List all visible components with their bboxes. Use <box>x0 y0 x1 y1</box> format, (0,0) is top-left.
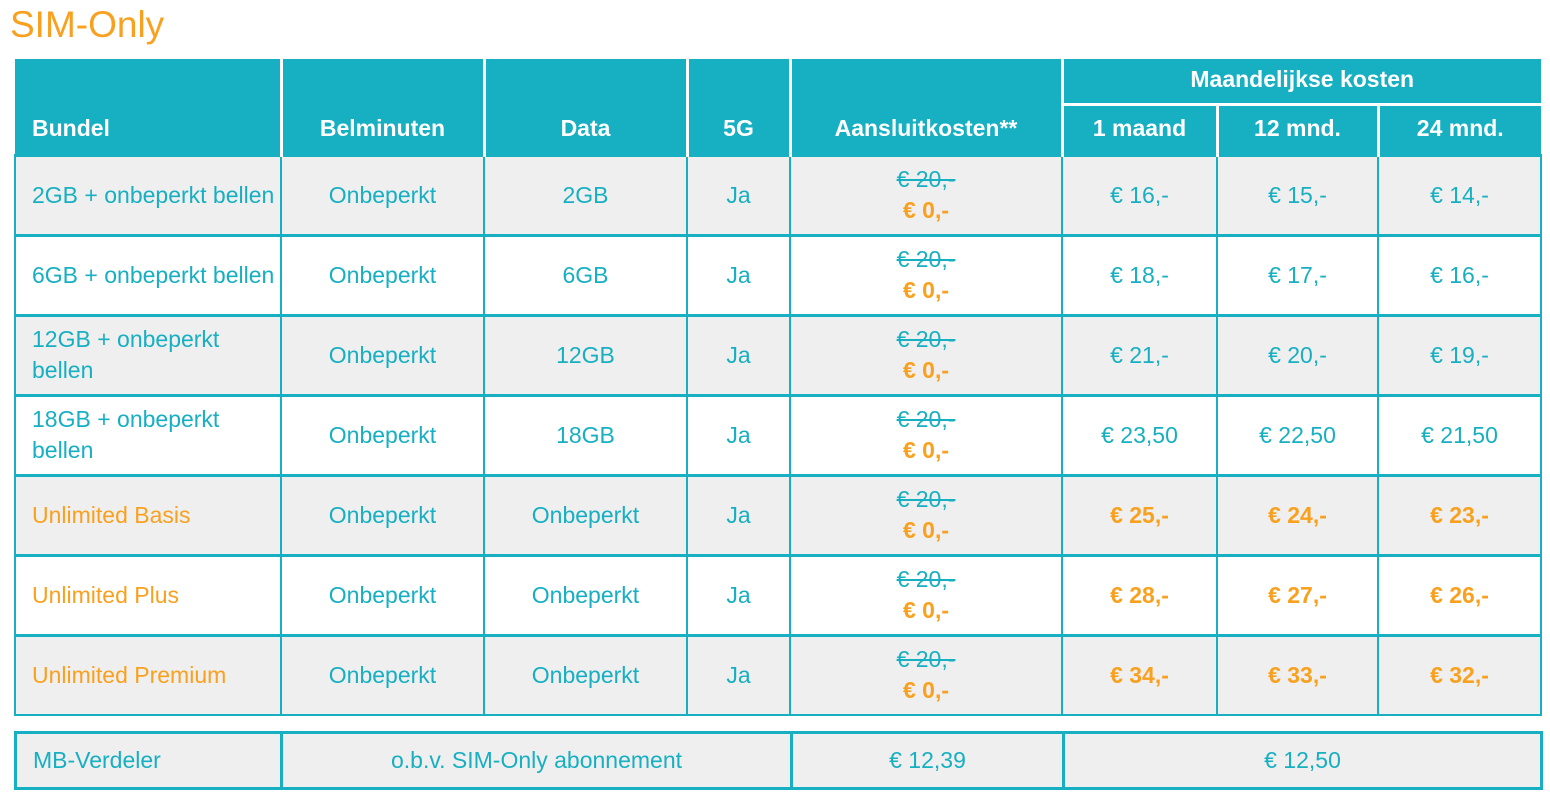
old-price: € 20,- <box>896 486 956 512</box>
cell-price-12-mnd: € 22,50 <box>1216 393 1379 476</box>
table-header: Bundel Belminuten Data 5G Aansluitkosten… <box>15 59 1541 155</box>
col-header-12-mnd: 12 mnd. <box>1217 104 1380 155</box>
table-row: 18GB + onbeperkt bellen Onbeperkt 18GB J… <box>14 393 1542 476</box>
cell-price-1-maand: € 23,50 <box>1061 393 1218 476</box>
table-row: 2GB + onbeperkt bellen Onbeperkt 2GB Ja … <box>14 153 1542 236</box>
cell-5g: Ja <box>686 313 791 396</box>
cell-bundel: Unlimited Premium <box>14 633 282 716</box>
cell-omschrijving: o.b.v. SIM-Only abonnement <box>280 731 793 790</box>
cell-bundel: 18GB + onbeperkt bellen <box>14 393 282 476</box>
cell-bundel: 6GB + onbeperkt bellen <box>14 233 282 316</box>
cell-price-24-mnd: € 26,- <box>1377 553 1542 636</box>
new-price: € 0,- <box>902 597 950 623</box>
cell-5g: Ja <box>686 233 791 316</box>
simonly-pricing-table: Bundel Belminuten Data 5G Aansluitkosten… <box>14 59 1542 716</box>
cell-price-24-mnd: € 23,- <box>1377 473 1542 556</box>
cell-5g: Ja <box>686 473 791 556</box>
old-price: € 20,- <box>896 566 956 592</box>
cell-data: 6GB <box>483 233 688 316</box>
cell-price-12-mnd: € 15,- <box>1216 153 1379 236</box>
cell-price-1-maand: € 28,- <box>1061 553 1218 636</box>
new-price: € 0,- <box>902 517 950 543</box>
cell-maandelijkse-kosten: € 12,50 <box>1062 731 1543 790</box>
cell-5g: Ja <box>686 393 791 476</box>
col-header-24-mnd: 24 mnd. <box>1378 104 1541 155</box>
cell-price-24-mnd: € 21,50 <box>1377 393 1542 476</box>
cell-data: 12GB <box>483 313 688 396</box>
cell-data: Onbeperkt <box>483 553 688 636</box>
table-row: Unlimited Premium Onbeperkt Onbeperkt Ja… <box>14 633 1542 716</box>
cell-data: Onbeperkt <box>483 473 688 556</box>
table-row: Unlimited Basis Onbeperkt Onbeperkt Ja €… <box>14 473 1542 556</box>
old-price: € 20,- <box>896 646 956 673</box>
table-row: Unlimited Plus Onbeperkt Onbeperkt Ja € … <box>14 553 1542 636</box>
cell-aansluitkosten: € 20,- € 0,- <box>789 473 1063 556</box>
col-header-aansluitkosten: Aansluitkosten** <box>790 59 1064 155</box>
cell-aansluitkosten: € 20,- € 0,- <box>789 233 1063 316</box>
cell-bundel: 12GB + onbeperkt bellen <box>14 313 282 396</box>
cell-bundel: Unlimited Basis <box>14 473 282 556</box>
cell-price-1-maand: € 16,- <box>1061 153 1218 236</box>
cell-5g: Ja <box>686 553 791 636</box>
cell-bundel: MB-Verdeler <box>14 731 283 790</box>
cell-belminuten: Onbeperkt <box>280 153 485 236</box>
cell-aansluitkosten: € 20,- € 0,- <box>789 393 1063 476</box>
cell-data: 2GB <box>483 153 688 236</box>
cell-belminuten: Onbeperkt <box>280 473 485 556</box>
cell-belminuten: Onbeperkt <box>280 313 485 396</box>
new-price: € 0,- <box>902 677 950 704</box>
col-header-belminuten: Belminuten <box>281 59 486 155</box>
cell-price-1-maand: € 34,- <box>1061 633 1218 716</box>
cell-aansluitkosten: € 20,- € 0,- <box>789 313 1063 396</box>
cell-belminuten: Onbeperkt <box>280 553 485 636</box>
new-price: € 0,- <box>902 197 950 223</box>
table-body: 2GB + onbeperkt bellen Onbeperkt 2GB Ja … <box>14 153 1542 716</box>
cell-aansluitkosten: € 12,39 <box>790 731 1065 790</box>
cell-belminuten: Onbeperkt <box>280 233 485 316</box>
new-price: € 0,- <box>902 277 950 303</box>
old-price: € 20,- <box>896 246 956 272</box>
col-header-5g: 5G <box>687 59 792 155</box>
cell-belminuten: Onbeperkt <box>280 393 485 476</box>
mb-verdeler-table: MB-Verdeler o.b.v. SIM-Only abonnement €… <box>14 731 1543 790</box>
old-price: € 20,- <box>896 166 956 192</box>
page-title: SIM-Only <box>10 4 165 45</box>
col-header-1-maand: 1 maand <box>1062 104 1219 155</box>
table-row: 6GB + onbeperkt bellen Onbeperkt 6GB Ja … <box>14 233 1542 316</box>
col-header-data: Data <box>484 59 689 155</box>
cell-bundel: Unlimited Plus <box>14 553 282 636</box>
mb-verdeler-row: MB-Verdeler o.b.v. SIM-Only abonnement €… <box>14 731 1543 790</box>
cell-data: 18GB <box>483 393 688 476</box>
cell-price-24-mnd: € 16,- <box>1377 233 1542 316</box>
cell-5g: Ja <box>686 153 791 236</box>
header-band-top: Bundel Belminuten Data 5G Aansluitkosten… <box>15 59 1541 155</box>
new-price: € 0,- <box>902 357 950 383</box>
cell-aansluitkosten: € 20,- € 0,- <box>789 633 1063 716</box>
cell-price-12-mnd: € 33,- <box>1216 633 1379 716</box>
col-header-maandelijkse-kosten: Maandelijkse kosten <box>1062 59 1541 106</box>
cell-price-1-maand: € 25,- <box>1061 473 1218 556</box>
col-header-bundel: Bundel <box>15 59 283 155</box>
cell-aansluitkosten: € 20,- € 0,- <box>789 153 1063 236</box>
cell-5g: Ja <box>686 633 791 716</box>
cell-bundel: 2GB + onbeperkt bellen <box>14 153 282 236</box>
cell-price-12-mnd: € 27,- <box>1216 553 1379 636</box>
cell-data: Onbeperkt <box>483 633 688 716</box>
cell-price-12-mnd: € 20,- <box>1216 313 1379 396</box>
cell-price-12-mnd: € 17,- <box>1216 233 1379 316</box>
table-row: 12GB + onbeperkt bellen Onbeperkt 12GB J… <box>14 313 1542 396</box>
old-price: € 20,- <box>896 326 956 352</box>
cell-price-24-mnd: € 32,- <box>1377 633 1542 716</box>
old-price: € 20,- <box>896 406 956 432</box>
cell-price-12-mnd: € 24,- <box>1216 473 1379 556</box>
cell-belminuten: Onbeperkt <box>280 633 485 716</box>
cell-price-24-mnd: € 19,- <box>1377 313 1542 396</box>
new-price: € 0,- <box>902 437 950 463</box>
cell-price-1-maand: € 18,- <box>1061 233 1218 316</box>
cell-aansluitkosten: € 20,- € 0,- <box>789 553 1063 636</box>
header-band-sub: 1 maand 12 mnd. 24 mnd. <box>15 104 1541 155</box>
cell-price-1-maand: € 21,- <box>1061 313 1218 396</box>
cell-price-24-mnd: € 14,- <box>1377 153 1542 236</box>
